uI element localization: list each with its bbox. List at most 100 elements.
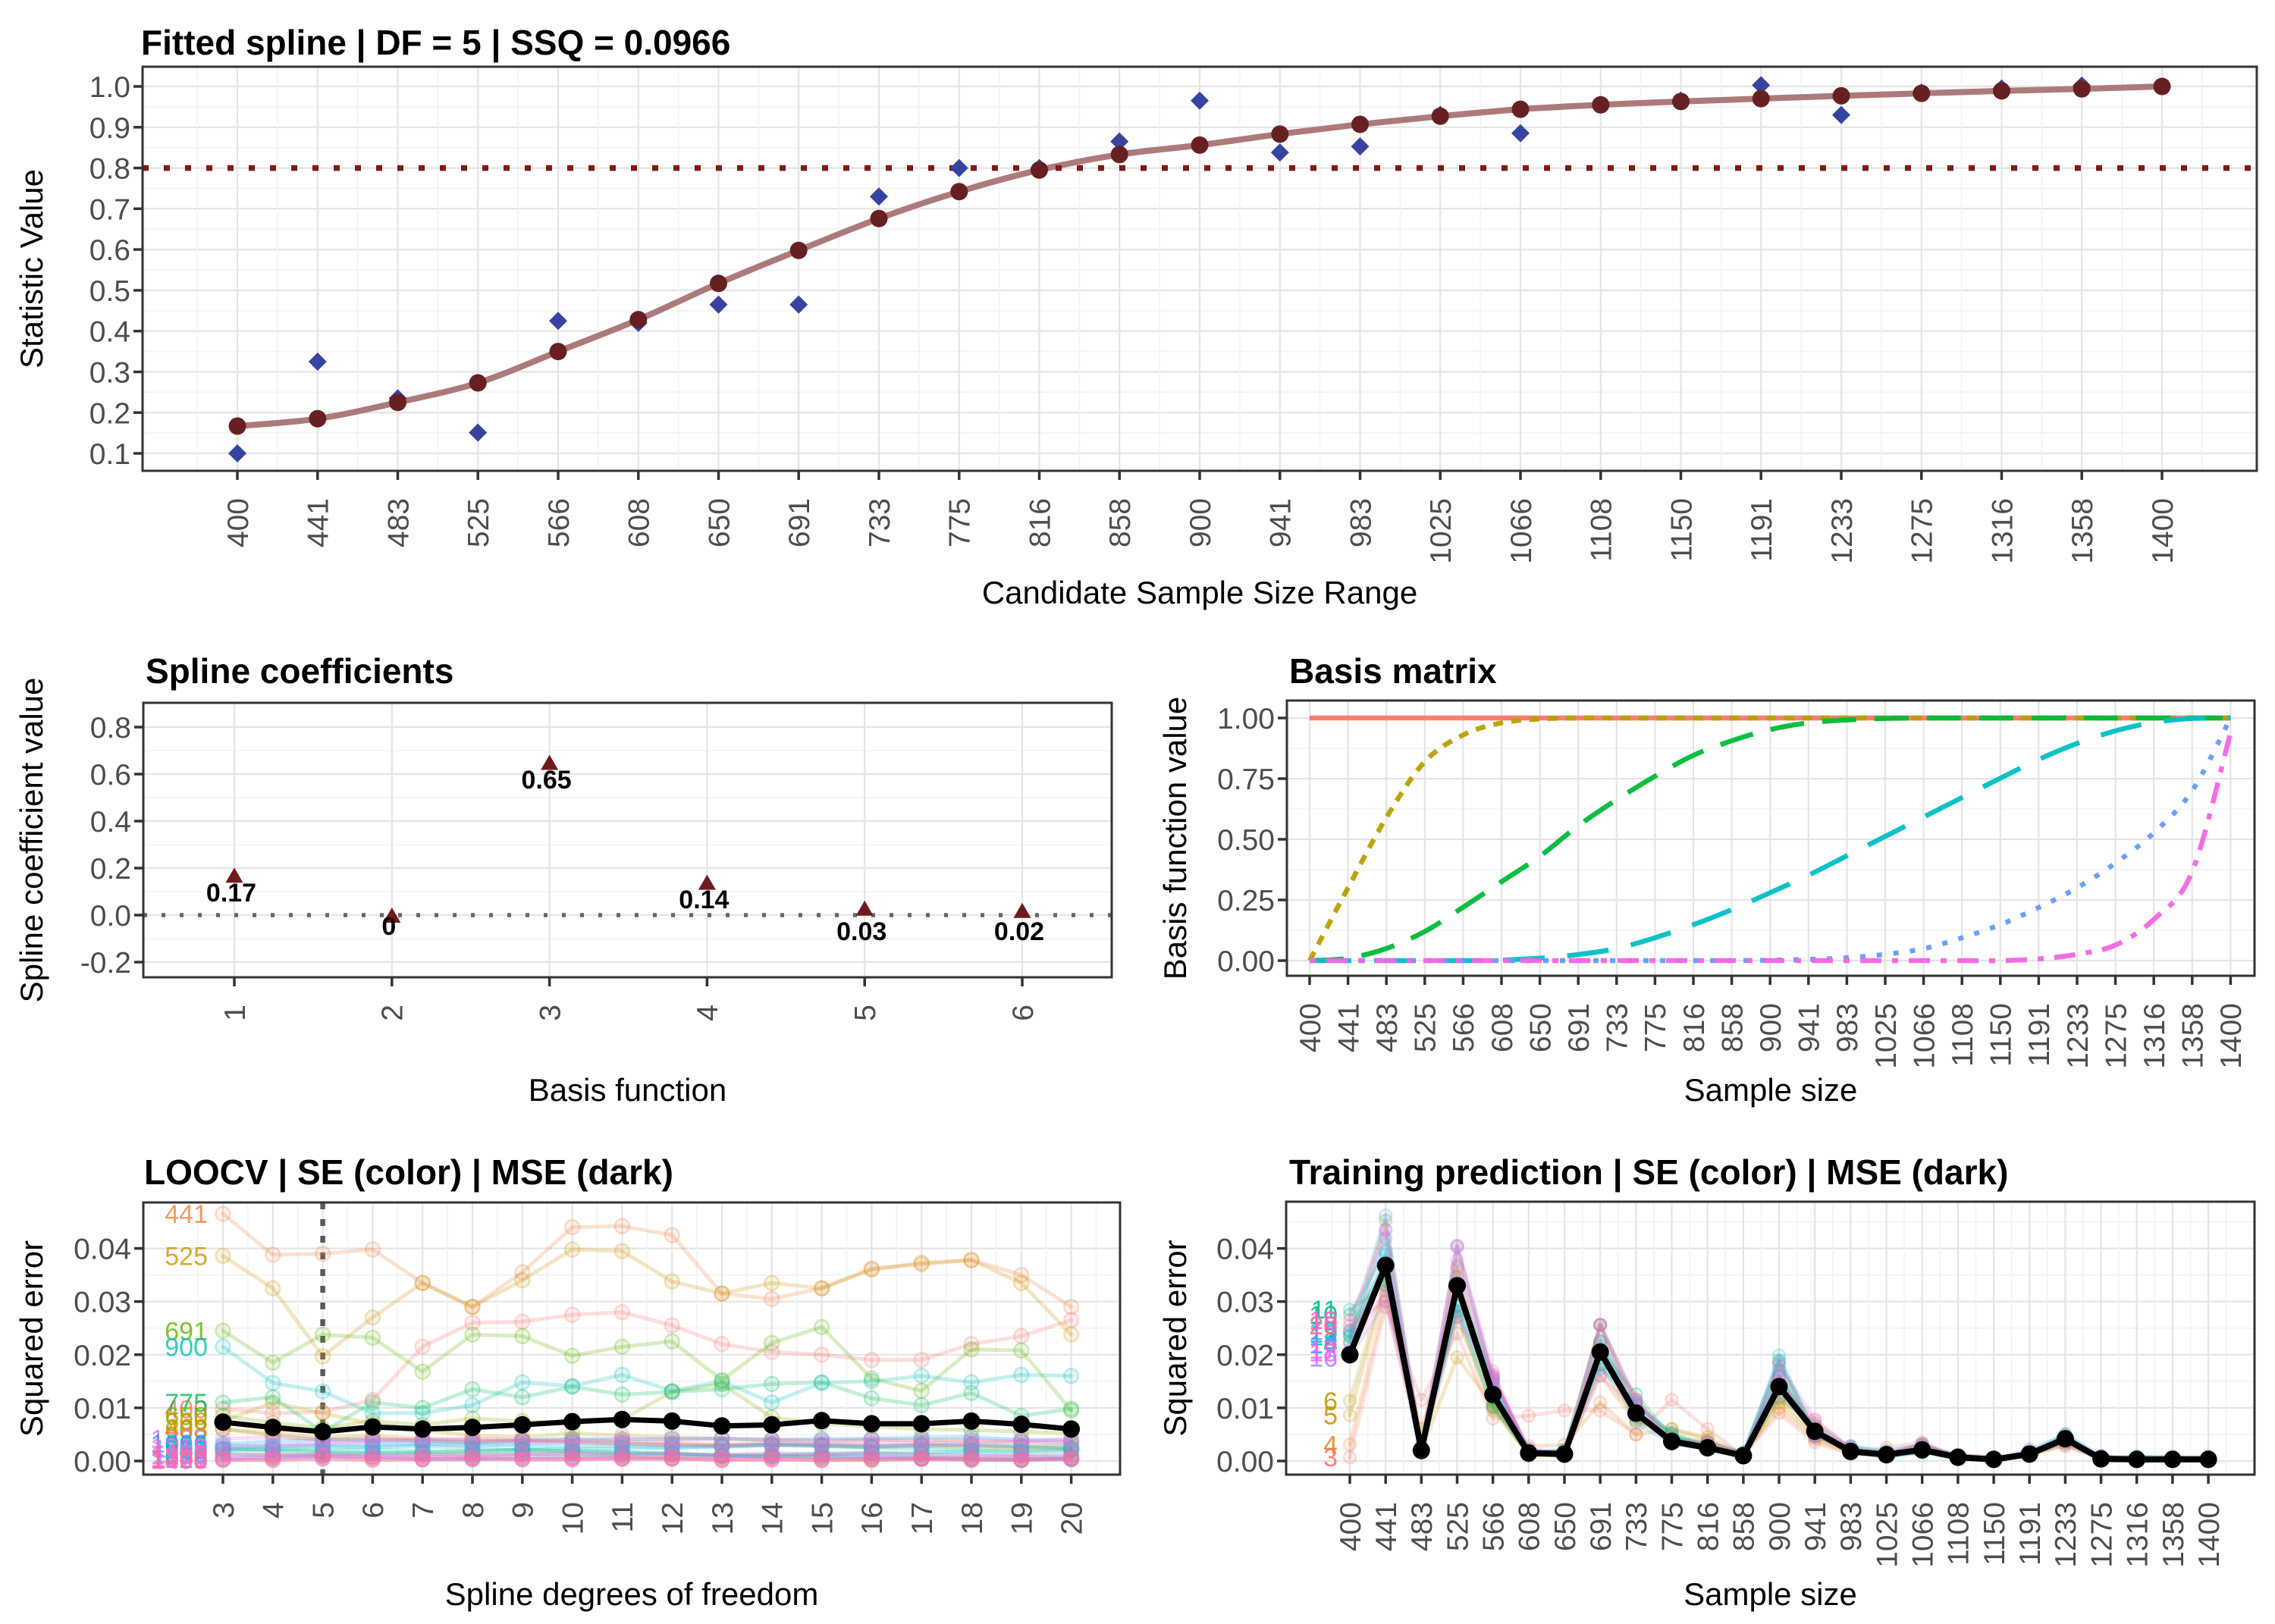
svg-text:0.02: 0.02 bbox=[74, 1340, 131, 1372]
svg-text:11: 11 bbox=[607, 1502, 639, 1533]
svg-text:0.04: 0.04 bbox=[1216, 1234, 1274, 1266]
svg-text:0.4: 0.4 bbox=[89, 316, 130, 349]
svg-text:1066: 1066 bbox=[1908, 1003, 1941, 1069]
svg-text:0.14: 0.14 bbox=[679, 886, 729, 914]
svg-text:983: 983 bbox=[1345, 498, 1377, 547]
svg-text:483: 483 bbox=[1371, 1003, 1404, 1052]
svg-text:983: 983 bbox=[165, 1431, 208, 1460]
svg-text:4: 4 bbox=[692, 1005, 724, 1021]
svg-text:13: 13 bbox=[707, 1502, 739, 1535]
svg-text:Squared error: Squared error bbox=[14, 1240, 49, 1437]
svg-text:9: 9 bbox=[1323, 1317, 1338, 1346]
svg-text:941: 941 bbox=[165, 1436, 208, 1465]
svg-text:400: 400 bbox=[1335, 1502, 1367, 1551]
svg-text:775: 775 bbox=[944, 498, 977, 547]
svg-text:0.00: 0.00 bbox=[74, 1446, 131, 1478]
svg-text:1025: 1025 bbox=[1425, 498, 1458, 564]
svg-text:18: 18 bbox=[1309, 1338, 1338, 1367]
svg-text:LOOCV | SE (color) | MSE (dark: LOOCV | SE (color) | MSE (dark) bbox=[144, 1152, 673, 1192]
svg-text:0.2: 0.2 bbox=[90, 853, 131, 886]
svg-text:650: 650 bbox=[1524, 1003, 1557, 1052]
svg-text:0.4: 0.4 bbox=[90, 806, 131, 839]
svg-text:1150: 1150 bbox=[152, 1441, 208, 1469]
svg-text:858: 858 bbox=[1716, 1003, 1749, 1052]
svg-text:0.65: 0.65 bbox=[522, 766, 572, 795]
svg-text:0.03: 0.03 bbox=[836, 917, 886, 946]
svg-text:525: 525 bbox=[1410, 1003, 1442, 1052]
svg-text:1275: 1275 bbox=[150, 1444, 208, 1473]
svg-text:3: 3 bbox=[534, 1005, 566, 1021]
svg-text:1150: 1150 bbox=[1985, 1003, 2018, 1067]
svg-text:1233: 1233 bbox=[150, 1425, 208, 1454]
svg-text:0.0: 0.0 bbox=[90, 900, 131, 933]
svg-text:608: 608 bbox=[165, 1416, 208, 1444]
svg-text:19: 19 bbox=[1309, 1306, 1338, 1335]
svg-text:12: 12 bbox=[657, 1502, 689, 1535]
svg-text:733: 733 bbox=[1621, 1502, 1653, 1551]
svg-text:650: 650 bbox=[703, 498, 736, 547]
svg-text:0.03: 0.03 bbox=[1216, 1287, 1274, 1319]
svg-text:1316: 1316 bbox=[2138, 1003, 2171, 1069]
svg-text:11: 11 bbox=[1311, 1296, 1338, 1325]
svg-text:775: 775 bbox=[1656, 1502, 1689, 1551]
svg-text:17: 17 bbox=[1309, 1336, 1338, 1365]
svg-text:0.75: 0.75 bbox=[1217, 763, 1275, 796]
svg-text:858: 858 bbox=[1728, 1502, 1761, 1551]
svg-text:3: 3 bbox=[1323, 1444, 1338, 1472]
svg-text:733: 733 bbox=[165, 1435, 208, 1464]
svg-text:858: 858 bbox=[165, 1436, 208, 1465]
svg-text:1025: 1025 bbox=[1871, 1502, 1903, 1568]
svg-text:816: 816 bbox=[1024, 498, 1056, 547]
svg-text:Candidate Sample Size Range: Candidate Sample Size Range bbox=[982, 575, 1417, 610]
svg-text:6: 6 bbox=[1323, 1387, 1338, 1416]
svg-text:400: 400 bbox=[165, 1395, 208, 1424]
svg-text:1316: 1316 bbox=[150, 1433, 208, 1462]
svg-text:983: 983 bbox=[1831, 1003, 1864, 1052]
svg-text:0.50: 0.50 bbox=[1217, 824, 1275, 857]
svg-text:0.01: 0.01 bbox=[1216, 1393, 1274, 1425]
svg-text:Spline coefficients: Spline coefficients bbox=[146, 651, 453, 691]
svg-text:1316: 1316 bbox=[1986, 498, 2019, 564]
svg-text:1025: 1025 bbox=[1870, 1003, 1903, 1069]
svg-text:483: 483 bbox=[1406, 1502, 1439, 1551]
svg-text:1: 1 bbox=[219, 1005, 252, 1021]
svg-text:0.6: 0.6 bbox=[90, 759, 131, 792]
svg-text:441: 441 bbox=[303, 498, 335, 547]
svg-text:0.3: 0.3 bbox=[89, 357, 130, 390]
svg-text:0.1: 0.1 bbox=[89, 438, 130, 471]
svg-text:483: 483 bbox=[165, 1416, 208, 1444]
svg-text:1191: 1191 bbox=[2023, 1003, 2056, 1067]
svg-text:Spline coefficient value: Spline coefficient value bbox=[14, 678, 49, 1003]
svg-text:0.17: 0.17 bbox=[206, 879, 256, 908]
svg-text:608: 608 bbox=[1514, 1502, 1546, 1551]
svg-text:15: 15 bbox=[806, 1502, 839, 1535]
svg-text:10: 10 bbox=[1309, 1301, 1338, 1330]
svg-text:0.8: 0.8 bbox=[89, 153, 130, 186]
svg-text:441: 441 bbox=[1370, 1502, 1403, 1551]
svg-text:0.5: 0.5 bbox=[89, 275, 130, 308]
svg-text:8: 8 bbox=[1323, 1328, 1338, 1356]
svg-text:20: 20 bbox=[1309, 1312, 1338, 1340]
svg-text:10: 10 bbox=[557, 1502, 589, 1535]
svg-text:1400: 1400 bbox=[2147, 498, 2179, 564]
svg-text:0.02: 0.02 bbox=[994, 917, 1044, 946]
svg-text:Training prediction | SE (colo: Training prediction | SE (color) | MSE (… bbox=[1289, 1152, 2008, 1192]
svg-text:650: 650 bbox=[165, 1402, 208, 1431]
svg-text:1.00: 1.00 bbox=[1217, 703, 1275, 735]
svg-text:941: 941 bbox=[1800, 1502, 1832, 1551]
svg-text:441: 441 bbox=[1332, 1003, 1365, 1052]
svg-text:1066: 1066 bbox=[1907, 1502, 1940, 1568]
svg-text:0.8: 0.8 bbox=[90, 712, 131, 745]
svg-text:566: 566 bbox=[543, 498, 576, 547]
svg-text:5: 5 bbox=[849, 1005, 882, 1021]
svg-text:Statistic Value: Statistic Value bbox=[14, 169, 49, 368]
svg-text:0.01: 0.01 bbox=[74, 1393, 131, 1425]
svg-text:Spline degrees of freedom: Spline degrees of freedom bbox=[445, 1576, 819, 1612]
svg-text:1191: 1191 bbox=[1746, 498, 1778, 562]
svg-text:900: 900 bbox=[1755, 1003, 1787, 1052]
svg-text:1358: 1358 bbox=[2177, 1003, 2210, 1069]
svg-text:8: 8 bbox=[457, 1502, 490, 1519]
svg-text:5: 5 bbox=[1323, 1402, 1338, 1431]
svg-text:-0.2: -0.2 bbox=[80, 947, 131, 980]
svg-text:Sample size: Sample size bbox=[1684, 1576, 1857, 1612]
